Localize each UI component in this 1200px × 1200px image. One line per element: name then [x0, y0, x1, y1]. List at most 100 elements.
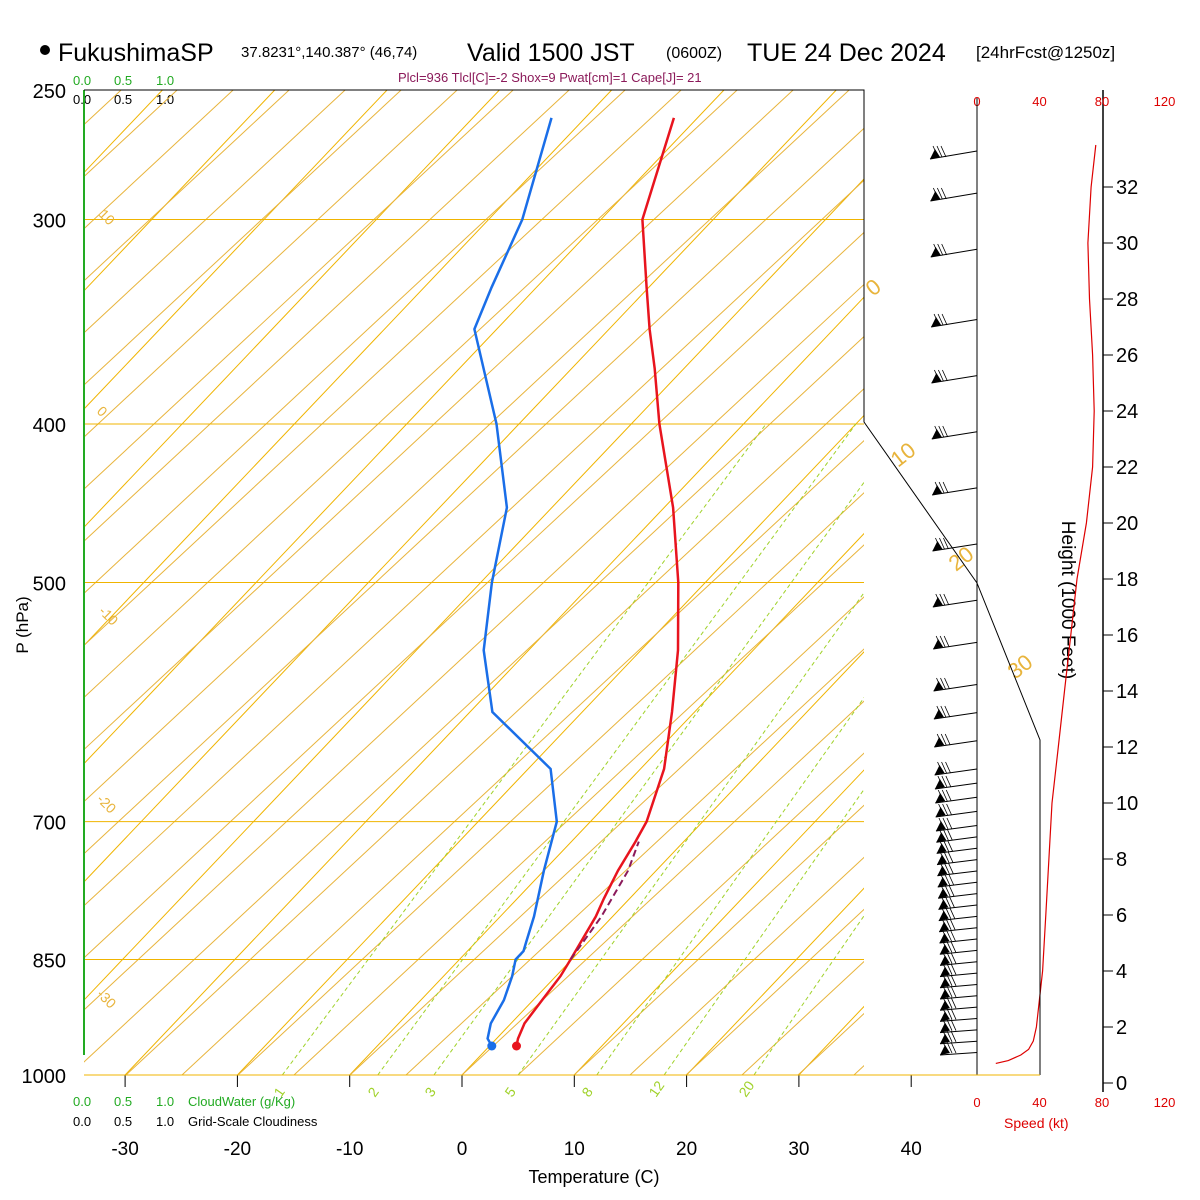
- wind-barb-feather: [946, 803, 952, 816]
- pressure-tick-label: 850: [33, 951, 66, 973]
- dry-adiabat-line: [84, 90, 458, 438]
- wind-barb-feather: [948, 885, 955, 897]
- isotherm-label: 0: [94, 403, 111, 420]
- sounding-indices: Plcl=936 Tlcl[C]=-2 Shox=9 Pwat[cm]=1 Ca…: [398, 70, 702, 85]
- isotherm-line: [573, 769, 864, 1075]
- wind-barb: [931, 369, 978, 384]
- wind-barb-feather: [950, 1008, 957, 1020]
- wind-barb: [939, 997, 978, 1011]
- height-tick-label: 30: [1116, 233, 1138, 255]
- wind-barb-feather: [945, 761, 951, 774]
- wind-barb-feather: [941, 896, 947, 908]
- temperature-tick-label: 0: [457, 1139, 468, 1160]
- station-name: FukushimaSP: [58, 39, 214, 67]
- wind-barb: [939, 941, 978, 955]
- speed-tick-label-top: 40: [1032, 94, 1046, 109]
- wind-barb: [932, 537, 978, 552]
- wind-barb-feather: [942, 963, 949, 975]
- wind-barb: [932, 593, 978, 608]
- cloud-tick-top-2: 1.0: [156, 73, 174, 88]
- wind-barb: [935, 803, 978, 818]
- wind-barb-feather: [950, 1030, 957, 1042]
- dry-adiabat-line: [84, 90, 626, 594]
- wind-barb-feather: [941, 918, 948, 930]
- wind-barb-feather: [946, 1030, 953, 1042]
- wind-barb-staff: [933, 712, 978, 720]
- mixing-ratio-line: [517, 591, 864, 1075]
- dry-adiabat-line: [405, 648, 864, 1075]
- wind-barb-feather: [949, 896, 955, 908]
- wind-barb: [939, 1008, 978, 1022]
- speed-tick-label-bottom: 40: [1032, 1095, 1046, 1110]
- wind-barb-feather: [946, 929, 952, 942]
- wind-barb-feather: [946, 817, 953, 830]
- isotherm-line: [84, 90, 388, 410]
- wind-barb-staff: [939, 972, 978, 978]
- wind-barb-feather: [938, 803, 944, 816]
- wind-barb-feather: [942, 481, 949, 494]
- pressure-tick-label: 250: [33, 81, 66, 103]
- wind-barb-staff: [936, 836, 978, 843]
- wind-barb: [939, 929, 978, 944]
- wind-barb-feather: [942, 997, 949, 1009]
- cloudwater-scale-bottom: 0.0 0.5 1.0 CloudWater (g/Kg) 0.0 0.5 1.…: [73, 1094, 318, 1129]
- wind-barb-feather: [945, 789, 952, 802]
- wind-barb-feather: [944, 873, 951, 886]
- wind-barb-staff: [935, 796, 978, 804]
- wind-barb: [939, 1030, 978, 1045]
- wind-barb-feather: [940, 145, 947, 158]
- skewt-background-grid: [0, 52, 864, 1075]
- dry-adiabat-line: [0, 52, 50, 1075]
- wind-barb-staff: [939, 995, 978, 1000]
- wind-barb: [930, 243, 978, 258]
- dry-adiabat-line: [84, 90, 738, 699]
- cloudiness-tick-bottom-0: 0.0: [73, 1114, 91, 1129]
- wind-barb-staff: [939, 938, 978, 944]
- wind-barb-staff: [938, 915, 978, 922]
- wind-barb-feather: [942, 941, 949, 953]
- x-axis-label: Temperature (C): [528, 1167, 659, 1187]
- utc-time: (0600Z): [666, 45, 722, 62]
- cloud-tick-bottom-1: 0.5: [114, 1094, 132, 1109]
- wind-barb-feather: [946, 1008, 953, 1020]
- wind-barb-feather: [942, 974, 949, 986]
- wind-barb-staff: [931, 431, 978, 440]
- cloudiness-tick-top-1: 0.5: [114, 92, 132, 107]
- wind-barb-feather: [936, 187, 943, 200]
- wind-barb-feather: [945, 775, 952, 788]
- wind-barb-feather: [940, 733, 947, 746]
- wind-barb-staff: [938, 904, 978, 910]
- wind-barb-staff: [937, 893, 978, 899]
- wind-barb-feather: [942, 1041, 949, 1054]
- dry-adiabat-line: [84, 90, 794, 751]
- wind-barb-feather: [945, 907, 952, 919]
- wind-barb-feather: [939, 593, 946, 606]
- wind-barb: [930, 313, 978, 328]
- wind-barb-feather: [946, 941, 953, 953]
- wind-barb: [939, 952, 978, 966]
- wind-barb-feather: [942, 369, 948, 382]
- wind-barb-feather: [932, 145, 939, 158]
- wind-barb-feather: [940, 677, 946, 690]
- wind-barb-feather: [939, 635, 946, 648]
- wind-barb-staff: [931, 375, 978, 384]
- wind-barb-staff: [939, 961, 978, 966]
- temperature-profile: [515, 117, 680, 1047]
- wind-barb-feather: [941, 761, 947, 774]
- wind-barb-feather: [936, 145, 943, 158]
- wind-barb-staff: [933, 684, 978, 692]
- temperature-tick-label: -20: [224, 1139, 251, 1160]
- wind-barb: [935, 817, 978, 832]
- wind-barb-staff: [934, 740, 978, 748]
- wind-barb: [938, 907, 978, 922]
- wind-barb: [939, 918, 978, 933]
- mixing-ratio-label: 12: [645, 1078, 667, 1100]
- wind-barb-feather: [942, 985, 949, 998]
- wind-barb-feather: [946, 829, 953, 841]
- height-tick-label: 26: [1116, 345, 1138, 367]
- wind-barb-feather: [936, 733, 943, 746]
- wind-barb: [933, 635, 978, 650]
- wind-barb-staff: [936, 859, 978, 866]
- dry-adiabat-line: [349, 596, 864, 1075]
